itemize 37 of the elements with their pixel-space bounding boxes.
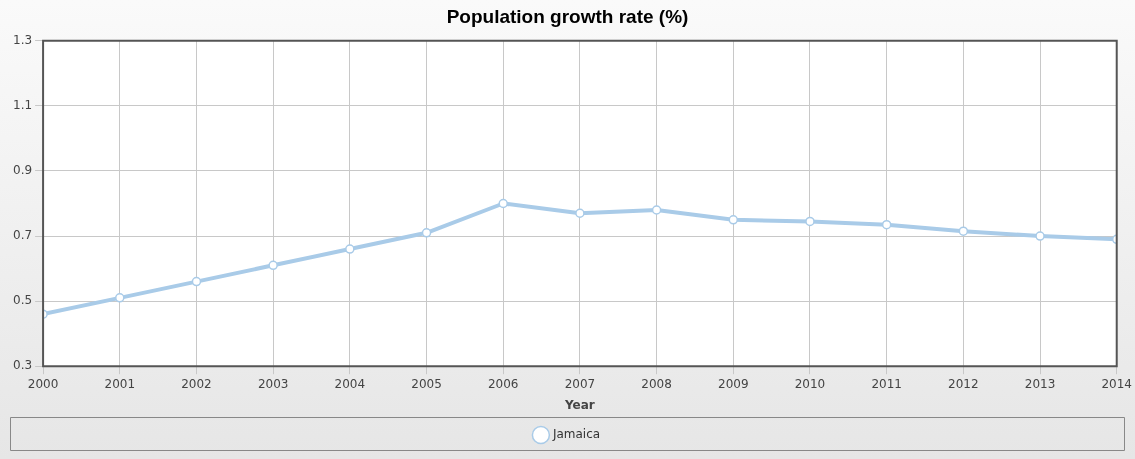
y-tick-label: 0.7 xyxy=(12,228,33,243)
x-tick-label: 2012 xyxy=(948,376,979,391)
legend-label: Jamaica xyxy=(551,427,601,442)
point xyxy=(421,228,432,238)
x-tick-label: 2008 xyxy=(641,376,672,391)
point xyxy=(881,219,892,230)
point xyxy=(1035,231,1045,241)
x-tick-label: 2006 xyxy=(487,376,519,391)
x-tick-label: 2009 xyxy=(718,376,749,391)
x-tick-label: 2011 xyxy=(871,376,902,391)
y-tick-label: 1.3 xyxy=(12,32,33,47)
y-tick-label: 0.3 xyxy=(12,358,33,373)
point xyxy=(575,208,585,219)
x-tick-label: 2013 xyxy=(1024,376,1056,391)
x-tick-label: 2001 xyxy=(104,376,136,391)
x-tick-label: 2003 xyxy=(257,376,289,391)
point xyxy=(651,205,662,215)
point xyxy=(958,226,969,236)
x-tick-label: 2014 xyxy=(1101,376,1132,391)
point xyxy=(115,293,125,303)
point xyxy=(345,244,355,254)
point xyxy=(498,198,508,209)
y-tick-label: 1.1 xyxy=(12,98,33,112)
x-tick-label: 2000 xyxy=(27,376,59,391)
x-tick-label: 2002 xyxy=(181,376,212,391)
x-tick-label: 2007 xyxy=(564,376,596,391)
y-tick-label: 0.5 xyxy=(12,293,33,308)
y-tick-label: 0.9 xyxy=(12,163,33,178)
point xyxy=(728,215,739,225)
point xyxy=(805,216,815,227)
chart-title: Population growth rate (%) xyxy=(446,5,689,27)
x-axis-title: Year xyxy=(564,397,595,412)
x-tick-label: 2010 xyxy=(794,376,826,391)
x-tick-label: 2004 xyxy=(334,376,366,391)
x-tick-label: 2005 xyxy=(411,376,442,391)
point xyxy=(191,276,202,287)
point xyxy=(268,260,278,271)
